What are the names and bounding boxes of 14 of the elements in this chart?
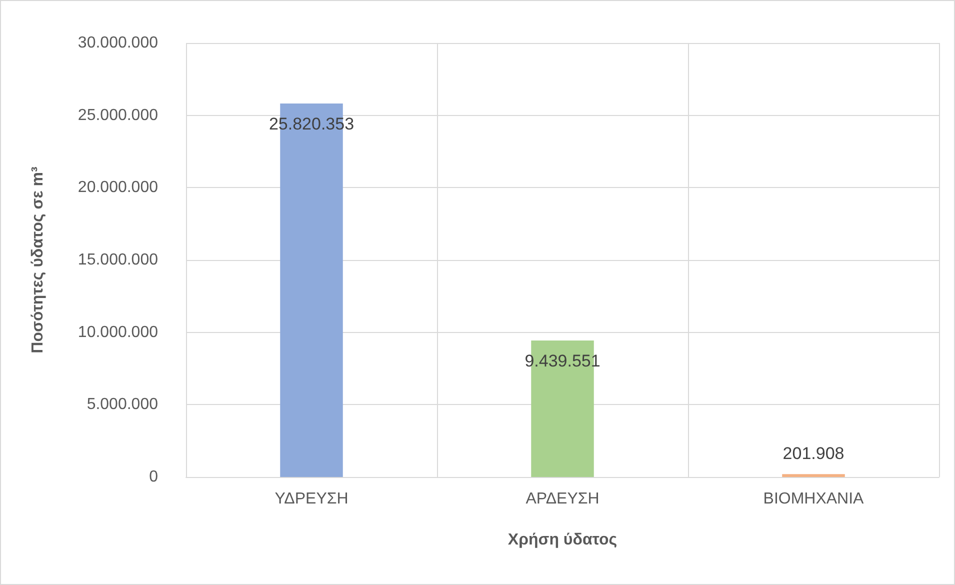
y-tick-label: 20.000.000	[78, 179, 158, 196]
y-tick-label: 10.000.000	[78, 324, 158, 341]
x-tick-label: ΥΔΡΕΥΣΗ	[274, 490, 348, 508]
y-tick-label: 25.000.000	[78, 106, 158, 124]
bar	[782, 474, 845, 477]
x-axis-title: Χρήση ύδατος	[508, 532, 618, 548]
y-tick-label: 30.000.000	[78, 34, 158, 52]
y-axis-title: Ποσότητες ύδατος σε m³	[30, 166, 46, 354]
y-tick-label: 5.000.000	[86, 396, 158, 414]
x-tick-label: ΑΡΔΕΥΣΗ	[526, 490, 600, 508]
y-tick-label: 15.000.000	[78, 252, 158, 268]
data-label: 201.908	[782, 444, 844, 464]
x-tick-label: ΒΙΟΜΗΧΑΝΙΑ	[763, 490, 864, 508]
y-tick-label: 0	[149, 468, 158, 486]
